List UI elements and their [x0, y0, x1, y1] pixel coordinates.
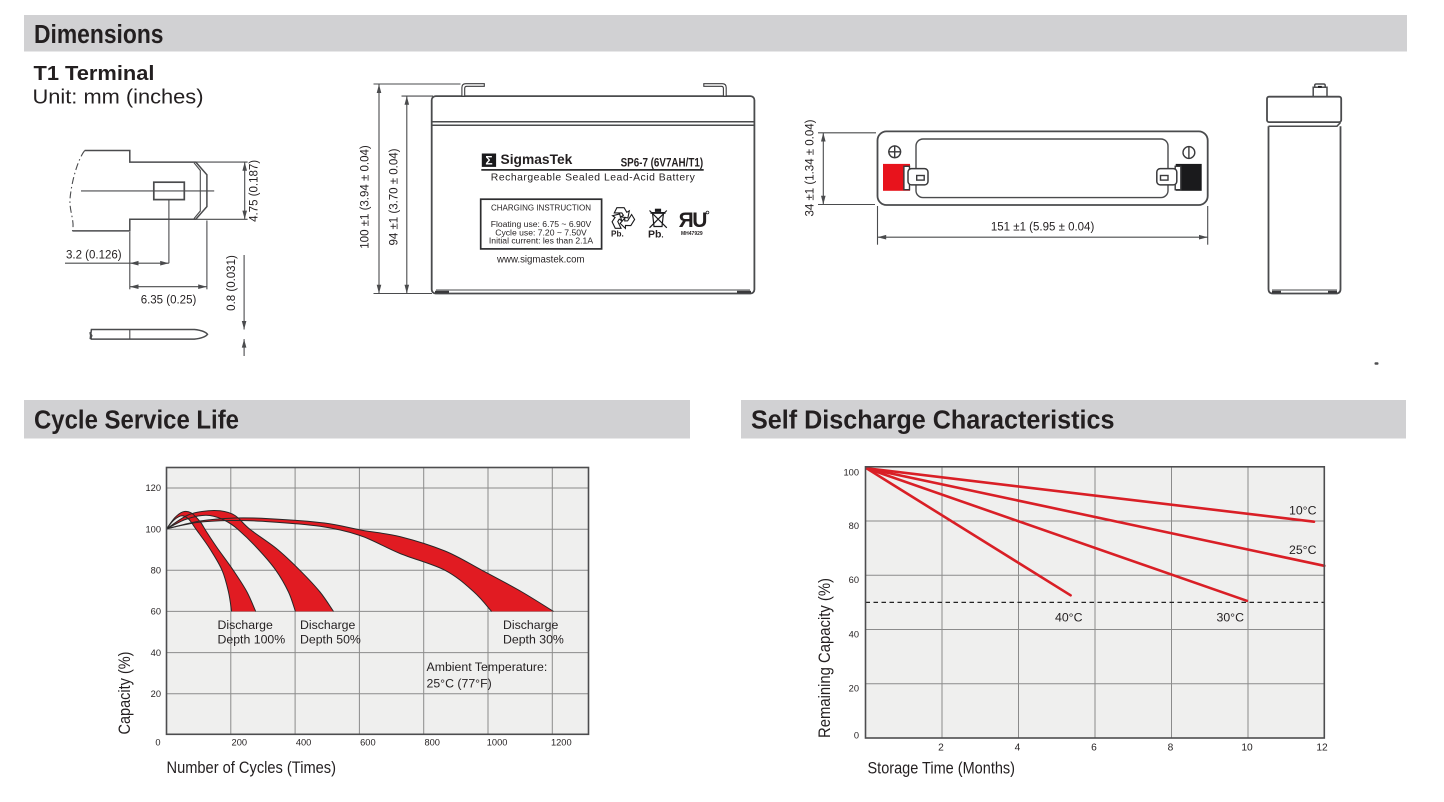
- svg-text:94 ±1 (3.70 ± 0.04): 94 ±1 (3.70 ± 0.04): [388, 148, 400, 245]
- svg-text:3.2 (0.126): 3.2 (0.126): [66, 250, 122, 262]
- svg-text:0: 0: [854, 731, 859, 741]
- svg-text:34 ±1 (1.34 ± 0.04): 34 ±1 (1.34 ± 0.04): [805, 119, 817, 216]
- svg-text:U: U: [692, 209, 707, 232]
- svg-text:60: 60: [849, 575, 859, 585]
- svg-text:Ambient Temperature:: Ambient Temperature:: [427, 660, 548, 674]
- svg-text:2: 2: [938, 743, 944, 754]
- svg-text:SP6-7 (6V7AH/T1): SP6-7 (6V7AH/T1): [621, 156, 704, 170]
- svg-text:Dimensions: Dimensions: [34, 21, 164, 49]
- svg-text:Floating use: 6.75 ~ 6.90V: Floating use: 6.75 ~ 6.90V: [491, 219, 592, 229]
- svg-text:Unit: mm (inches): Unit: mm (inches): [33, 87, 204, 109]
- svg-text:20: 20: [849, 684, 859, 694]
- svg-text:Depth 100%: Depth 100%: [218, 633, 286, 647]
- svg-text:40: 40: [151, 648, 161, 658]
- svg-text:T1 Terminal: T1 Terminal: [34, 63, 155, 85]
- svg-text:80: 80: [151, 566, 161, 576]
- svg-text:151 ±1 (5.95 ± 0.04): 151 ±1 (5.95 ± 0.04): [991, 222, 1095, 234]
- svg-text:10°C: 10°C: [1289, 504, 1317, 518]
- svg-text:30°C: 30°C: [1217, 611, 1245, 625]
- svg-text:12: 12: [1316, 743, 1328, 754]
- svg-text:Σ: Σ: [485, 154, 492, 168]
- svg-text:0: 0: [155, 738, 160, 748]
- svg-text:100: 100: [145, 524, 161, 534]
- svg-text:www.sigmastek.com: www.sigmastek.com: [496, 254, 584, 265]
- svg-text:6.35 (0.25): 6.35 (0.25): [141, 295, 197, 307]
- svg-text:40: 40: [849, 629, 859, 639]
- svg-text:R: R: [679, 209, 694, 232]
- svg-text:4.75 (0.187): 4.75 (0.187): [249, 160, 261, 222]
- svg-text:800: 800: [424, 738, 440, 748]
- svg-text:Number of Cycles (Times): Number of Cycles (Times): [167, 758, 337, 777]
- svg-text:0.8 (0.031): 0.8 (0.031): [226, 255, 238, 311]
- svg-text:600: 600: [360, 738, 376, 748]
- svg-text:25°C: 25°C: [1289, 543, 1317, 557]
- svg-text:Depth 50%: Depth 50%: [300, 633, 361, 647]
- svg-text:SigmasTek: SigmasTek: [501, 152, 573, 167]
- svg-text:MH47929: MH47929: [681, 231, 703, 237]
- svg-text:1000: 1000: [487, 738, 508, 748]
- svg-text:10: 10: [1241, 743, 1253, 754]
- svg-text:Discharge: Discharge: [300, 618, 356, 632]
- svg-text:200: 200: [232, 738, 248, 748]
- svg-text:100: 100: [843, 467, 859, 477]
- svg-text:40°C: 40°C: [1055, 611, 1083, 625]
- svg-text:Capacity (%): Capacity (%): [116, 652, 134, 735]
- svg-text:Cycle Service Life: Cycle Service Life: [34, 407, 239, 435]
- svg-text:20: 20: [151, 689, 161, 699]
- svg-text:100 ±1 (3.94 ± 0.04): 100 ±1 (3.94 ± 0.04): [359, 145, 371, 249]
- svg-text:25°C (77°F): 25°C (77°F): [427, 677, 492, 691]
- svg-text:80: 80: [849, 521, 859, 531]
- svg-text:400: 400: [296, 738, 312, 748]
- svg-text:CHARGING INSTRUCTION: CHARGING INSTRUCTION: [491, 203, 591, 213]
- svg-text:Rechargeable Sealed Lead-Acid: Rechargeable Sealed Lead-Acid Battery: [491, 173, 696, 184]
- svg-text:60: 60: [151, 607, 161, 617]
- svg-text:Pb.: Pb.: [648, 229, 664, 241]
- svg-text:Storage Time (Months): Storage Time (Months): [868, 759, 1016, 778]
- svg-text:Discharge: Discharge: [503, 618, 559, 632]
- svg-text:120: 120: [145, 483, 161, 493]
- svg-text:Cycle use: 7.20 ~ 7.50V: Cycle use: 7.20 ~ 7.50V: [495, 227, 587, 237]
- svg-text:Discharge: Discharge: [218, 618, 274, 632]
- svg-text:6: 6: [1091, 743, 1097, 754]
- svg-text:Depth 30%: Depth 30%: [503, 633, 564, 647]
- svg-text:Remaining Capacity (%): Remaining Capacity (%): [816, 578, 834, 738]
- svg-text:Self Discharge Characteristics: Self Discharge Characteristics: [751, 407, 1115, 435]
- svg-text:4: 4: [1015, 743, 1021, 754]
- svg-text:1200: 1200: [551, 738, 572, 748]
- svg-text:Pb.: Pb.: [611, 230, 624, 239]
- svg-text:8: 8: [1168, 743, 1174, 754]
- svg-text:Initial current: les than 2.1A: Initial current: les than 2.1A: [489, 235, 593, 245]
